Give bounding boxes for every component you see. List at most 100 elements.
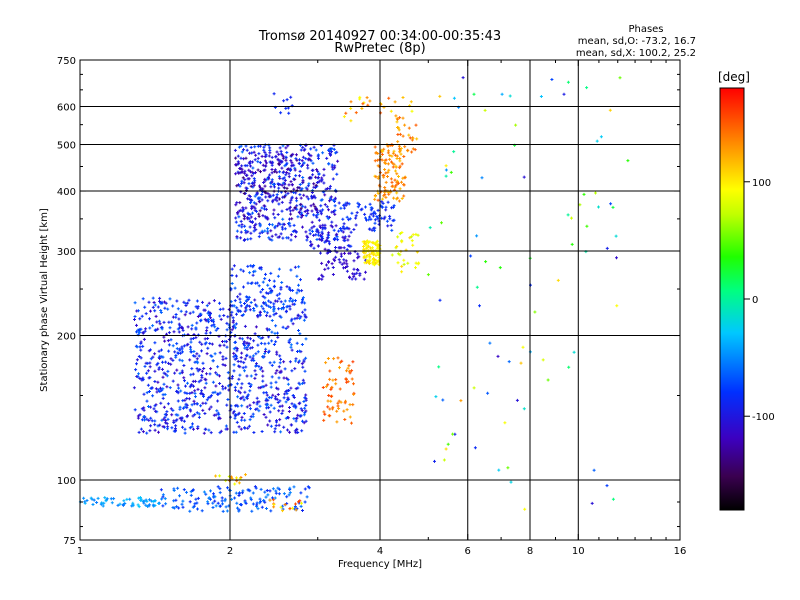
echo-point — [258, 196, 262, 200]
echo-point — [279, 149, 283, 153]
echo-point — [168, 326, 172, 330]
echo-point — [394, 114, 398, 118]
echo-point — [386, 175, 389, 178]
echo-point — [170, 413, 174, 417]
echo-point — [182, 364, 186, 367]
echo-point — [299, 504, 303, 508]
echo-point — [374, 253, 378, 257]
echo-point — [325, 215, 329, 219]
echo-point — [278, 404, 282, 408]
echo-point — [237, 183, 240, 187]
echo-point — [279, 285, 283, 289]
echo-point — [242, 192, 246, 195]
echo-point — [394, 169, 397, 173]
echo-point — [176, 399, 180, 403]
echo-point — [302, 400, 306, 403]
echo-point — [275, 196, 279, 200]
echo-point — [123, 502, 127, 505]
echo-point — [372, 260, 376, 263]
echo-point — [539, 95, 543, 98]
echo-point — [376, 239, 379, 243]
echo-point — [305, 238, 309, 242]
echo-point — [188, 358, 192, 362]
echo-point — [282, 396, 286, 400]
echo-point — [398, 232, 402, 236]
echo-point — [191, 488, 195, 492]
echo-point — [163, 339, 167, 343]
echo-point — [275, 193, 279, 197]
echo-point — [301, 310, 305, 314]
echo-point — [269, 300, 273, 304]
echo-point — [342, 261, 346, 265]
echo-point — [275, 369, 279, 373]
echo-point — [438, 94, 442, 98]
echo-point — [269, 396, 273, 400]
echo-point — [204, 492, 208, 496]
echo-point — [498, 266, 502, 270]
echo-point — [291, 229, 295, 233]
echo-point — [194, 395, 197, 399]
echo-point — [180, 369, 184, 373]
echo-point — [333, 204, 337, 208]
echo-point — [304, 398, 308, 402]
echo-point — [301, 180, 305, 184]
echo-point — [153, 309, 157, 313]
echo-point — [572, 350, 576, 354]
echo-point — [146, 369, 150, 373]
echo-point — [278, 197, 281, 201]
echo-point — [233, 341, 237, 344]
echo-point — [237, 481, 241, 485]
echo-point — [164, 421, 168, 425]
echo-point — [522, 407, 526, 411]
echo-point — [264, 291, 268, 295]
echo-point — [250, 170, 254, 174]
echo-point — [297, 359, 301, 363]
echo-point — [289, 95, 293, 99]
echo-point — [135, 362, 138, 366]
echo-point — [488, 341, 492, 345]
echo-point — [186, 301, 190, 305]
echo-point — [253, 298, 257, 302]
echo-point — [472, 386, 476, 390]
echo-point — [343, 251, 346, 255]
echo-point — [397, 144, 401, 148]
echo-point — [326, 405, 330, 409]
echo-point — [395, 157, 399, 160]
echo-point — [270, 319, 274, 322]
echo-point — [328, 242, 331, 246]
echo-point — [351, 360, 355, 364]
echo-point — [416, 233, 420, 237]
echo-point — [438, 298, 442, 302]
echo-point — [272, 92, 276, 96]
echo-point — [299, 196, 303, 200]
echo-point — [250, 174, 254, 178]
echo-point — [134, 368, 138, 372]
echo-point — [266, 283, 270, 287]
echo-point — [270, 223, 274, 227]
echo-point — [562, 92, 566, 96]
echo-point — [149, 416, 153, 420]
echo-point — [190, 391, 194, 395]
echo-point — [154, 387, 158, 391]
echo-point — [278, 361, 282, 365]
echo-point — [161, 396, 165, 400]
echo-point — [196, 306, 200, 310]
echo-point — [239, 230, 243, 234]
echo-point — [297, 265, 301, 269]
echo-point — [171, 304, 175, 308]
echo-point — [410, 109, 414, 113]
echo-point — [295, 274, 299, 278]
echo-point — [615, 304, 619, 308]
echo-point — [246, 393, 250, 397]
echo-point — [282, 360, 286, 364]
echo-point — [263, 342, 267, 346]
echo-point — [321, 223, 325, 227]
echo-point — [255, 402, 259, 406]
echo-point — [373, 221, 377, 225]
echo-point — [254, 325, 258, 329]
echo-point — [224, 505, 228, 509]
echo-point — [205, 372, 208, 376]
echo-point — [247, 161, 251, 165]
echo-point — [291, 208, 295, 212]
